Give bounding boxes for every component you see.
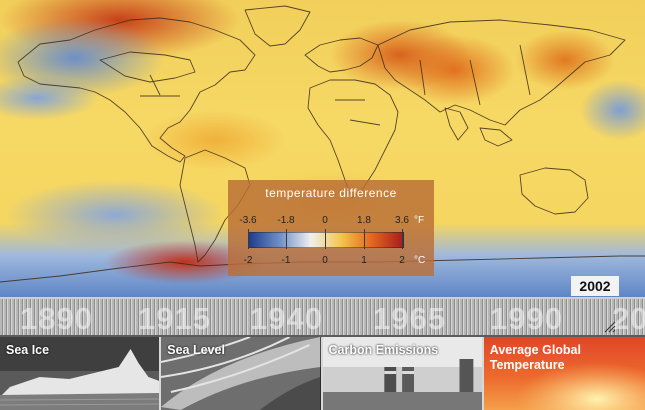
sea-ice-image (0, 337, 160, 410)
legend-tick-f: -3.6 (239, 215, 257, 226)
timeline-year[interactable]: 1990 (490, 301, 563, 336)
scale-tick (402, 229, 403, 249)
year-timeline-slider[interactable]: 1890 1915 1940 1965 1990 20 (0, 297, 645, 337)
resize-grip-icon[interactable] (604, 321, 616, 333)
legend-tick-c: 1 (361, 255, 367, 266)
fahrenheit-unit: °F (414, 215, 425, 226)
temperature-legend: temperature difference -3.6 -1.8 0 1.8 3… (228, 180, 434, 276)
timeline-year[interactable]: 1940 (250, 301, 323, 336)
tab-label: Sea Ice (6, 343, 50, 357)
scale-tick (364, 229, 365, 249)
tab-sea-level[interactable]: Sea Level (161, 337, 323, 410)
tab-carbon-emissions[interactable]: Carbon Emissions (322, 337, 484, 410)
legend-title: temperature difference (265, 186, 397, 200)
legend-tick-c: 0 (322, 255, 328, 266)
legend-tick-f: 0 (322, 215, 328, 226)
timeline-year[interactable]: 1965 (373, 301, 446, 336)
world-outline (0, 5, 645, 283)
tab-label: Sea Level (167, 343, 225, 357)
topic-tabs: Sea Ice Sea Level Carbon Emissions (0, 337, 645, 410)
tab-label: Average Global Temperature (489, 343, 581, 372)
color-scale-bar (248, 232, 404, 248)
tab-sea-ice[interactable]: Sea Ice (0, 337, 162, 410)
tab-label: Carbon Emissions (328, 343, 439, 357)
scale-tick (286, 229, 287, 249)
celsius-unit: °C (414, 255, 426, 266)
current-year-badge: 2002 (571, 276, 619, 296)
legend-tick-f: 1.8 (357, 215, 371, 226)
legend-tick-f: 3.6 (395, 215, 409, 226)
sea-level-image (161, 337, 321, 410)
scale-tick (325, 229, 326, 249)
timeline-year[interactable]: 1915 (138, 301, 211, 336)
legend-tick-c: -1 (281, 255, 291, 266)
legend-tick-c: -2 (243, 255, 253, 266)
legend-tick-f: -1.8 (277, 215, 295, 226)
timeline-year[interactable]: 1890 (20, 301, 93, 336)
scale-tick (248, 229, 249, 249)
timeline-year[interactable]: 20 (612, 301, 645, 336)
carbon-emissions-image (322, 337, 482, 410)
legend-tick-c: 2 (399, 255, 405, 266)
average-global-temperature-image (483, 337, 645, 410)
tab-average-global-temperature[interactable]: Average Global Temperature (483, 337, 645, 410)
temperature-map: temperature difference -3.6 -1.8 0 1.8 3… (0, 0, 645, 297)
